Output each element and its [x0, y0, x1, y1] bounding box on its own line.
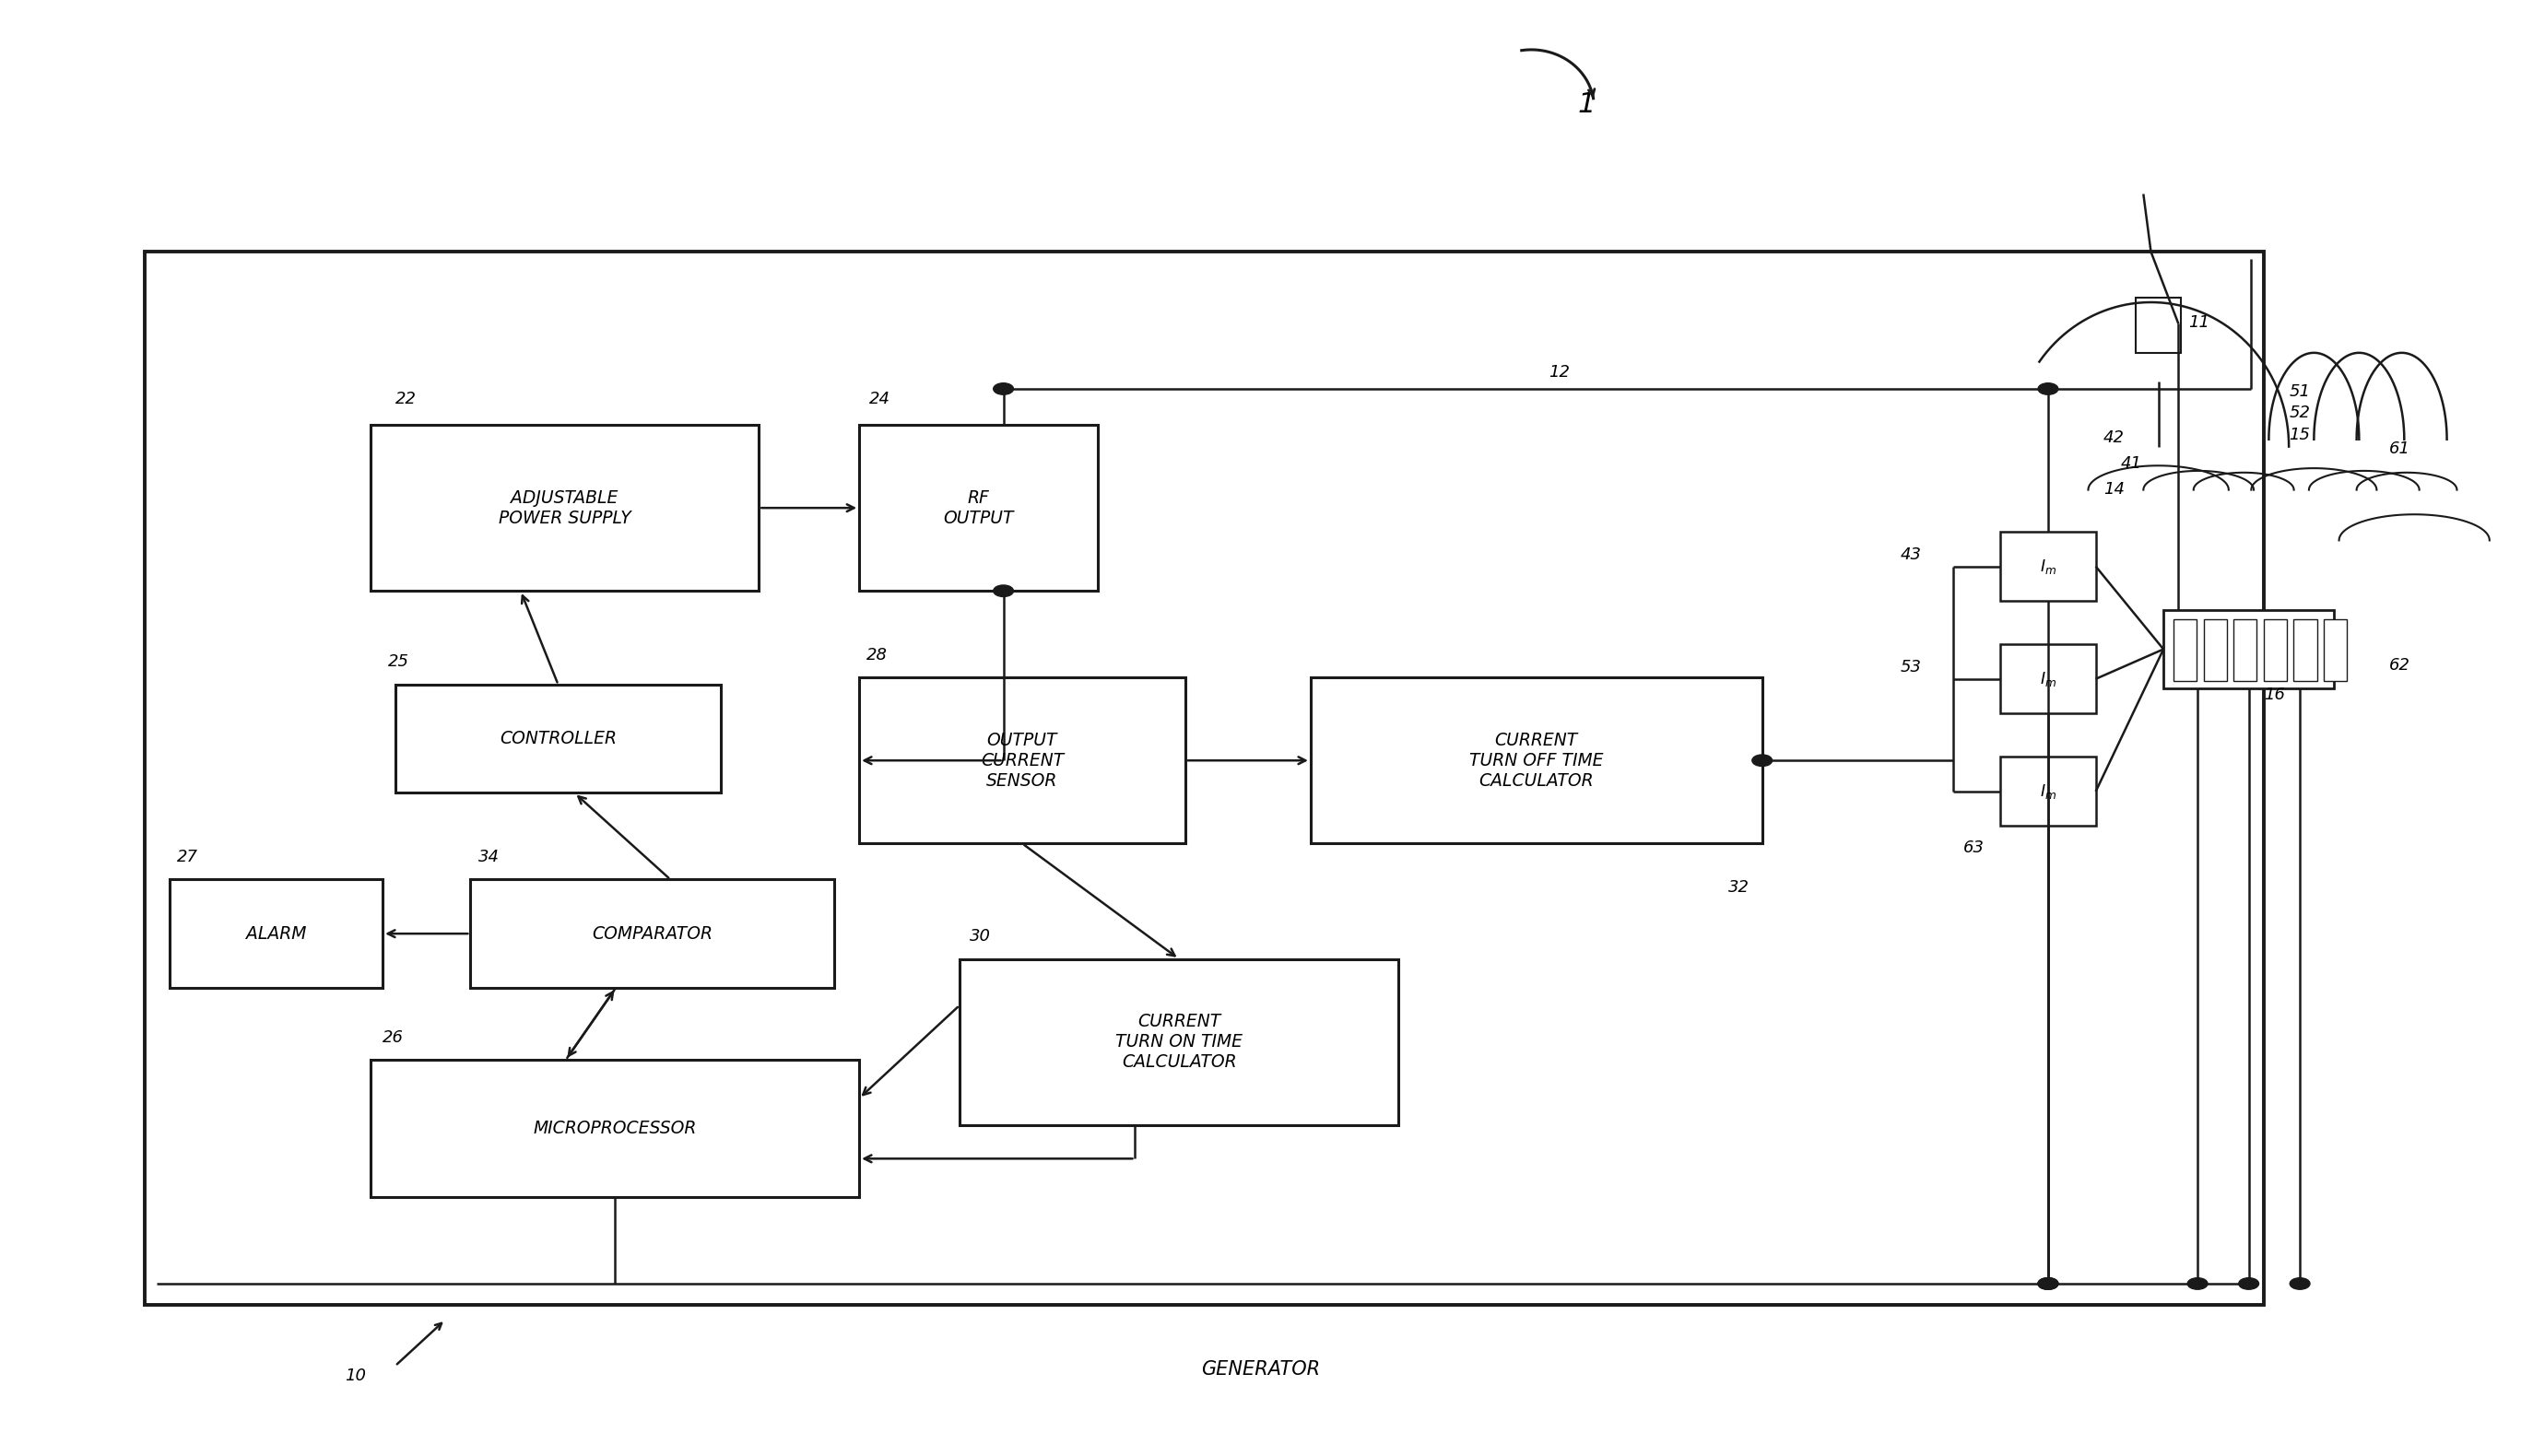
FancyBboxPatch shape: [169, 879, 383, 987]
Text: 11: 11: [2188, 314, 2211, 331]
Circle shape: [993, 383, 1013, 395]
Text: 51: 51: [2289, 383, 2309, 400]
Circle shape: [2037, 1278, 2057, 1290]
Text: ADJUSTABLE
POWER SUPPLY: ADJUSTABLE POWER SUPPLY: [499, 489, 630, 527]
Text: CONTROLLER: CONTROLLER: [499, 729, 618, 747]
Text: OUTPUT
CURRENT
SENSOR: OUTPUT CURRENT SENSOR: [981, 731, 1064, 789]
FancyBboxPatch shape: [2002, 531, 2095, 601]
Text: $I_m$: $I_m$: [2039, 782, 2057, 801]
FancyBboxPatch shape: [860, 425, 1097, 591]
Text: 24: 24: [870, 392, 890, 408]
Circle shape: [2239, 1278, 2259, 1290]
Circle shape: [2188, 1278, 2208, 1290]
Text: 61: 61: [2390, 441, 2410, 457]
Text: MICROPROCESSOR: MICROPROCESSOR: [532, 1120, 696, 1137]
Text: ALARM: ALARM: [247, 925, 305, 942]
Text: 25: 25: [388, 654, 408, 670]
Text: 52: 52: [2289, 405, 2309, 421]
Text: CURRENT
TURN OFF TIME
CALCULATOR: CURRENT TURN OFF TIME CALCULATOR: [1470, 731, 1603, 789]
FancyBboxPatch shape: [860, 677, 1185, 843]
Text: 26: 26: [383, 1029, 403, 1045]
FancyBboxPatch shape: [2234, 619, 2256, 681]
Circle shape: [1752, 754, 1772, 766]
FancyBboxPatch shape: [396, 684, 721, 794]
Text: 15: 15: [2289, 427, 2309, 443]
Text: CURRENT
TURN ON TIME
CALCULATOR: CURRENT TURN ON TIME CALCULATOR: [1114, 1013, 1243, 1072]
Text: 34: 34: [479, 849, 499, 865]
Text: $I_m$: $I_m$: [2039, 558, 2057, 575]
Circle shape: [2289, 1278, 2309, 1290]
FancyBboxPatch shape: [2203, 619, 2226, 681]
Text: 14: 14: [2103, 482, 2125, 498]
Text: 63: 63: [1964, 839, 1984, 856]
FancyBboxPatch shape: [2135, 298, 2181, 352]
FancyBboxPatch shape: [2002, 757, 2095, 826]
Text: $I_m$: $I_m$: [2039, 670, 2057, 689]
Text: 42: 42: [2103, 430, 2125, 446]
Text: 12: 12: [1548, 364, 1571, 381]
FancyBboxPatch shape: [471, 879, 834, 987]
FancyBboxPatch shape: [144, 252, 2264, 1305]
Text: 53: 53: [1901, 658, 1921, 676]
Circle shape: [2037, 1278, 2057, 1290]
Text: 43: 43: [1901, 546, 1921, 563]
FancyBboxPatch shape: [2163, 610, 2334, 689]
Text: 16: 16: [2264, 686, 2284, 703]
FancyBboxPatch shape: [2324, 619, 2347, 681]
FancyBboxPatch shape: [371, 425, 759, 591]
FancyBboxPatch shape: [2294, 619, 2317, 681]
Circle shape: [993, 585, 1013, 597]
Circle shape: [2037, 383, 2057, 395]
FancyBboxPatch shape: [371, 1060, 860, 1197]
FancyBboxPatch shape: [1311, 677, 1762, 843]
Text: 1: 1: [1578, 92, 1596, 118]
FancyBboxPatch shape: [2173, 619, 2196, 681]
Text: 30: 30: [971, 927, 991, 945]
Circle shape: [2037, 1278, 2057, 1290]
FancyBboxPatch shape: [2264, 619, 2287, 681]
Text: 62: 62: [2390, 657, 2410, 674]
Text: COMPARATOR: COMPARATOR: [592, 925, 713, 942]
FancyBboxPatch shape: [961, 960, 1399, 1125]
FancyBboxPatch shape: [2002, 645, 2095, 713]
Text: 27: 27: [176, 849, 199, 865]
Text: 41: 41: [2120, 456, 2143, 472]
Text: 32: 32: [1729, 879, 1750, 895]
Text: GENERATOR: GENERATOR: [1200, 1360, 1321, 1379]
Text: 28: 28: [867, 646, 887, 662]
Text: RF
OUTPUT: RF OUTPUT: [943, 489, 1013, 527]
Text: 10: 10: [345, 1367, 366, 1385]
Text: 22: 22: [396, 392, 416, 408]
